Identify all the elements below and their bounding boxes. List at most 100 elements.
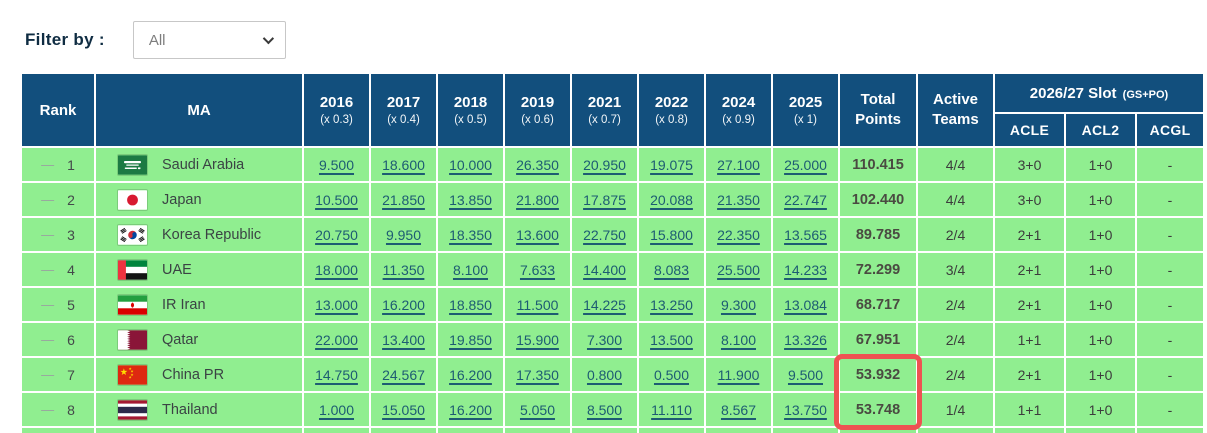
year-points-link[interactable]: 8.083 [653, 261, 690, 278]
year-points-link[interactable]: 21.350 [717, 191, 760, 208]
table-row: — 3 Korea Republic 20.750 9.950 18.350 13.6… [22, 218, 1203, 251]
year-points-link[interactable]: 14.233 [784, 261, 827, 278]
rank-cell: — 8 [22, 393, 94, 426]
year-points-link[interactable]: 16.200 [449, 401, 492, 418]
year-points-link[interactable]: 22.747 [784, 191, 827, 208]
filter-dropdown[interactable]: All [132, 21, 286, 59]
col-header-year-2021: 2021 (x 0.7) [572, 74, 637, 146]
year-points-link[interactable]: 11.350 [382, 261, 425, 278]
year-points-link[interactable]: 20.950 [583, 156, 626, 173]
year-points-cell: 13.850 [438, 183, 503, 216]
year-points-link[interactable]: 8.100 [452, 261, 489, 278]
year-points-link[interactable]: 22.000 [315, 331, 358, 348]
year-points-link[interactable]: 13.000 [315, 296, 358, 313]
year-points-link[interactable]: 18.350 [449, 226, 492, 243]
year-points-cell: 22.747 [773, 183, 838, 216]
year-points-cell: 8.100 [706, 323, 771, 356]
filter-label: Filter by : [25, 30, 105, 49]
year-points-link[interactable]: 22.350 [717, 226, 760, 243]
year-points-link[interactable]: 24.567 [382, 366, 425, 383]
year-points-link[interactable]: 19.075 [650, 156, 693, 173]
acgl-slot-cell: - [1137, 253, 1203, 286]
flag-icon [118, 329, 147, 350]
year-points-cell: 7.633 [505, 253, 570, 286]
year-points-cell: 21.800 [505, 183, 570, 216]
table-row [22, 428, 1203, 433]
country-cell: UAE [96, 253, 302, 286]
acgl-slot-cell: - [1137, 288, 1203, 321]
year-points-link[interactable]: 16.200 [382, 296, 425, 313]
year-points-link[interactable]: 18.850 [449, 296, 492, 313]
rank-cell: — 7 [22, 358, 94, 391]
rank-number: 1 [67, 156, 75, 173]
year-points-link[interactable]: 10.000 [449, 156, 492, 173]
active-teams-cell [918, 428, 993, 433]
year-points-cell: 11.110 [639, 393, 704, 426]
acgl-slot-cell: - [1137, 393, 1203, 426]
year-points-link[interactable]: 5.050 [519, 401, 556, 418]
year-points-link[interactable]: 25.000 [784, 156, 827, 173]
year-points-link[interactable]: 13.850 [449, 191, 492, 208]
year-points-link[interactable]: 11.500 [516, 296, 559, 313]
year-points-link[interactable]: 26.350 [516, 156, 559, 173]
year-points-link[interactable]: 15.800 [650, 226, 693, 243]
year-points-cell [371, 428, 436, 433]
year-points-link[interactable]: 13.750 [784, 401, 827, 418]
rank-number: 2 [67, 191, 75, 208]
year-points-link[interactable]: 8.567 [720, 401, 757, 418]
rank-cell: — 1 [22, 148, 94, 181]
year-points-link[interactable]: 27.100 [717, 156, 760, 173]
year-points-link[interactable]: 8.100 [720, 331, 757, 348]
year-points-link[interactable]: 18.000 [315, 261, 358, 278]
year-points-link[interactable]: 7.300 [586, 331, 623, 348]
year-points-link[interactable]: 20.088 [650, 191, 693, 208]
year-points-cell: 25.500 [706, 253, 771, 286]
year-points-link[interactable]: 15.900 [516, 331, 559, 348]
year-points-link[interactable]: 13.600 [516, 226, 559, 243]
table-row: — 7 ★ ★ ★ ★ ★ China PR 14.750 24.567 16.200 17.… [22, 358, 1203, 391]
year-points-link[interactable]: 17.350 [516, 366, 559, 383]
year-points-link[interactable]: 11.900 [717, 366, 760, 383]
year-points-link[interactable]: 16.200 [449, 366, 492, 383]
year-points-link[interactable]: 1.000 [318, 401, 355, 418]
acl2-slot-cell: 1+0 [1066, 253, 1135, 286]
country-name: Korea Republic [162, 226, 262, 243]
year-points-link[interactable]: 18.600 [382, 156, 425, 173]
year-points-link[interactable]: 14.225 [583, 296, 626, 313]
year-points-link[interactable]: 11.110 [651, 401, 692, 418]
year-points-link[interactable]: 13.565 [784, 226, 827, 243]
year-points-link[interactable]: 13.400 [382, 331, 425, 348]
year-points-link[interactable]: 9.300 [720, 296, 757, 313]
year-points-cell: 15.050 [371, 393, 436, 426]
year-points-cell: 20.950 [572, 148, 637, 181]
year-points-link[interactable]: 22.750 [583, 226, 626, 243]
year-points-link[interactable]: 19.850 [449, 331, 492, 348]
year-points-link[interactable]: 7.633 [519, 261, 556, 278]
year-points-link[interactable]: 8.500 [586, 401, 623, 418]
rank-number: 4 [67, 261, 75, 278]
year-points-link[interactable]: 21.850 [382, 191, 425, 208]
year-points-link[interactable]: 13.250 [650, 296, 693, 313]
year-points-link[interactable]: 21.800 [516, 191, 559, 208]
acle-slot-cell: 1+1 [995, 393, 1064, 426]
year-points-link[interactable]: 9.950 [385, 226, 422, 243]
year-points-link[interactable]: 25.500 [717, 261, 760, 278]
year-points-link[interactable]: 13.326 [784, 331, 827, 348]
year-points-link[interactable]: 15.050 [382, 401, 425, 418]
year-points-link[interactable]: 9.500 [318, 156, 355, 173]
year-points-link[interactable]: 13.500 [650, 331, 693, 348]
year-points-link[interactable]: 13.084 [784, 296, 827, 313]
year-points-link[interactable]: 14.400 [583, 261, 626, 278]
year-points-link[interactable]: 20.750 [315, 226, 358, 243]
year-points-link[interactable]: 9.500 [787, 366, 824, 383]
year-points-link[interactable]: 10.500 [315, 191, 358, 208]
year-points-link[interactable]: 0.500 [653, 366, 690, 383]
year-points-cell: 26.350 [505, 148, 570, 181]
active-teams-cell: 2/4 [918, 288, 993, 321]
country-name: Qatar [162, 331, 199, 348]
col-header-year-2019: 2019 (x 0.6) [505, 74, 570, 146]
year-points-link[interactable]: 0.800 [586, 366, 623, 383]
flag-icon: ★ ★ ★ ★ ★ [118, 364, 147, 385]
year-points-link[interactable]: 14.750 [315, 366, 358, 383]
year-points-link[interactable]: 17.875 [583, 191, 626, 208]
